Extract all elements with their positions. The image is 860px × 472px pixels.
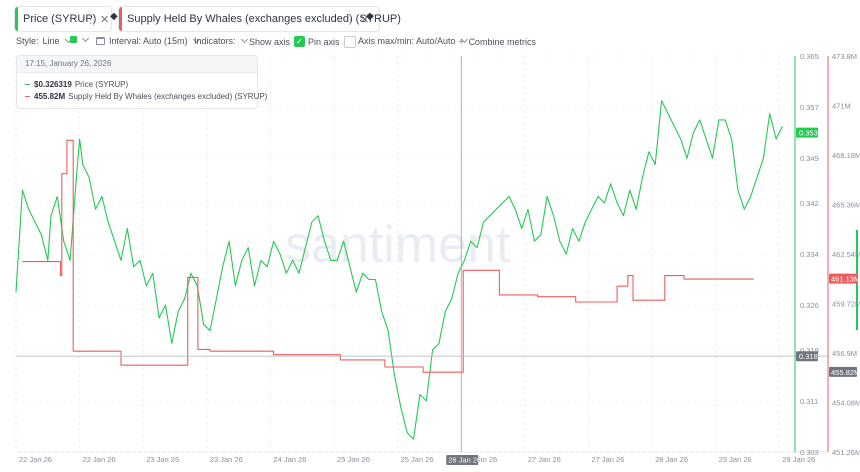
tooltip-value: $0.326319 bbox=[34, 80, 72, 89]
axis-maxmin-selector[interactable]: Axis max/min: Auto/Auto bbox=[358, 35, 468, 46]
whales-axis-tick: 473.8M bbox=[832, 52, 857, 61]
whales-axis-tick: 456.9M bbox=[832, 349, 857, 358]
axes: 0.365 0.357 0.349 0.342 0.334 0.326 0.319 0.311… bbox=[19, 52, 860, 465]
whales-color-bar bbox=[119, 7, 122, 31]
axis-maxmin-label: Axis max/min: Auto/Auto bbox=[358, 36, 456, 46]
whales-axis-tick: 462.54M bbox=[832, 250, 860, 259]
tooltip-row-whales: 455.82M Supply Held By Whales (exchanges… bbox=[25, 92, 267, 101]
price-current-label: 0.353 bbox=[799, 129, 818, 138]
whales-current-badge bbox=[829, 273, 857, 284]
crosshair-price-label: 0.318 bbox=[799, 352, 818, 361]
x-axis-tick: 23 Jan 26 bbox=[210, 455, 243, 464]
price-axis-tick: 0.349 bbox=[800, 154, 819, 163]
price-axis-tick: 0.342 bbox=[800, 199, 819, 208]
show-axis-toggle[interactable]: Show axis ✓ bbox=[249, 36, 306, 47]
whales-axis-tick: 459.72M bbox=[832, 300, 860, 309]
x-axis-tick: 26 Jan 26 bbox=[464, 455, 497, 464]
interval-selector[interactable]: Interval: Auto (15m) bbox=[96, 35, 200, 46]
interval-label: Interval: Auto (15m) bbox=[109, 36, 188, 46]
price-legend-mark bbox=[25, 83, 30, 86]
indicators-selector[interactable]: Indicators: bbox=[194, 35, 248, 46]
whales-current-label: 461.13M bbox=[831, 275, 860, 284]
tooltip-datetime: 17:15, January 26, 2026 bbox=[17, 56, 257, 73]
pin-axis-label: Pin axis bbox=[308, 37, 340, 47]
tooltip-label: Price (SYRUP) bbox=[74, 80, 129, 89]
price-color-bar bbox=[15, 7, 18, 31]
whales-axis-tick: 468.18M bbox=[832, 151, 860, 160]
close-icon[interactable]: ✕ bbox=[100, 13, 110, 26]
price-axis-tick: 0.319 bbox=[800, 346, 819, 355]
x-axis-tick: 29 Jan 26 bbox=[719, 455, 752, 464]
x-axis-tick: 24 Jan 26 bbox=[273, 455, 306, 464]
tooltip-label: Supply Held By Whales (exchanges exclude… bbox=[68, 92, 268, 101]
whales-axis-tick: 471M bbox=[832, 102, 851, 111]
x-axis-tick: 25 Jan 26 bbox=[401, 455, 434, 464]
price-axis-tick: 0.311 bbox=[800, 397, 818, 406]
crosshair-price-badge bbox=[796, 351, 818, 362]
whales-axis-tick: 451.26M bbox=[832, 448, 860, 457]
drag-handle-icon[interactable]: ◆ bbox=[110, 11, 118, 22]
whales-legend-mark bbox=[25, 95, 30, 98]
metric-tab-price[interactable]: Price (SYRUP) ⋮ ✕ bbox=[14, 6, 112, 32]
x-axis-tick: 28 Jan 26 bbox=[655, 455, 688, 464]
color-selector[interactable] bbox=[70, 34, 90, 43]
whales-axis-tick: 454.08M bbox=[832, 399, 860, 408]
price-current-badge bbox=[796, 127, 818, 138]
metric-tab-label: Supply Held By Whales (exchanges exclude… bbox=[127, 13, 401, 25]
x-axis-tick: 22 Jan 26 bbox=[83, 455, 116, 464]
whales-axis-tick: 465.36M bbox=[832, 201, 860, 210]
crosshair-date-label: 26 Jan 26 bbox=[448, 456, 481, 465]
pin-axis-toggle[interactable]: Pin axis bbox=[308, 36, 356, 48]
drag-handle-icon[interactable]: ◆ bbox=[366, 11, 374, 22]
indicators-label: Indicators: bbox=[194, 36, 236, 46]
tooltip-value: 455.82M bbox=[34, 92, 66, 101]
more-options-icon[interactable]: ⋮ bbox=[345, 13, 356, 26]
color-swatch bbox=[70, 36, 77, 43]
price-axis-tick: 0.334 bbox=[800, 250, 819, 259]
price-axis-tick: 0.365 bbox=[800, 52, 819, 61]
crosshair-date-badge bbox=[446, 455, 479, 465]
price-axis-tick: 0.326 bbox=[800, 301, 819, 310]
tooltip-row-price: $0.326319 Price (SYRUP) bbox=[25, 80, 128, 89]
plus-icon: + bbox=[458, 36, 465, 48]
series-layer bbox=[15, 56, 828, 452]
combine-label: Combine metrics bbox=[468, 37, 536, 47]
x-axis-tick: 29 Jan 26 bbox=[782, 455, 815, 464]
price-axis-tick: 0.303 bbox=[800, 448, 819, 457]
x-axis-tick: 23 Jan 26 bbox=[146, 455, 179, 464]
crosshair-whales-label: 455.82M bbox=[831, 368, 860, 377]
checkbox-checked-icon[interactable]: ✓ bbox=[294, 36, 306, 47]
style-value: Line bbox=[42, 36, 60, 46]
combine-metrics-button[interactable]: + Combine metrics bbox=[458, 36, 536, 48]
style-label: Style: bbox=[16, 36, 39, 46]
price-axis-tick: 0.357 bbox=[800, 103, 819, 112]
x-axis-tick: 22 Jan 26 bbox=[19, 455, 52, 464]
style-selector[interactable]: Style: Line bbox=[16, 35, 72, 46]
x-axis-tick: 27 Jan 26 bbox=[528, 455, 561, 464]
close-icon[interactable]: ✕ bbox=[360, 13, 370, 26]
whales-series-line bbox=[22, 139, 754, 373]
price-series-line bbox=[15, 100, 783, 440]
crosshair-whales-badge bbox=[829, 366, 857, 377]
metric-tab-whales[interactable]: Supply Held By Whales (exchanges exclude… bbox=[118, 6, 401, 32]
data-tooltip: 17:15, January 26, 2026 $0.326319 Price … bbox=[16, 55, 267, 109]
x-axis-tick: 27 Jan 26 bbox=[591, 455, 624, 464]
calendar-icon bbox=[96, 37, 105, 45]
show-axis-label: Show axis bbox=[249, 36, 291, 47]
x-axis-tick: 25 Jan 26 bbox=[337, 455, 370, 464]
checkbox-unchecked-icon[interactable] bbox=[343, 36, 356, 48]
metric-tab-label: Price (SYRUP) bbox=[23, 13, 97, 25]
more-options-icon[interactable]: ⋮ bbox=[85, 13, 96, 26]
